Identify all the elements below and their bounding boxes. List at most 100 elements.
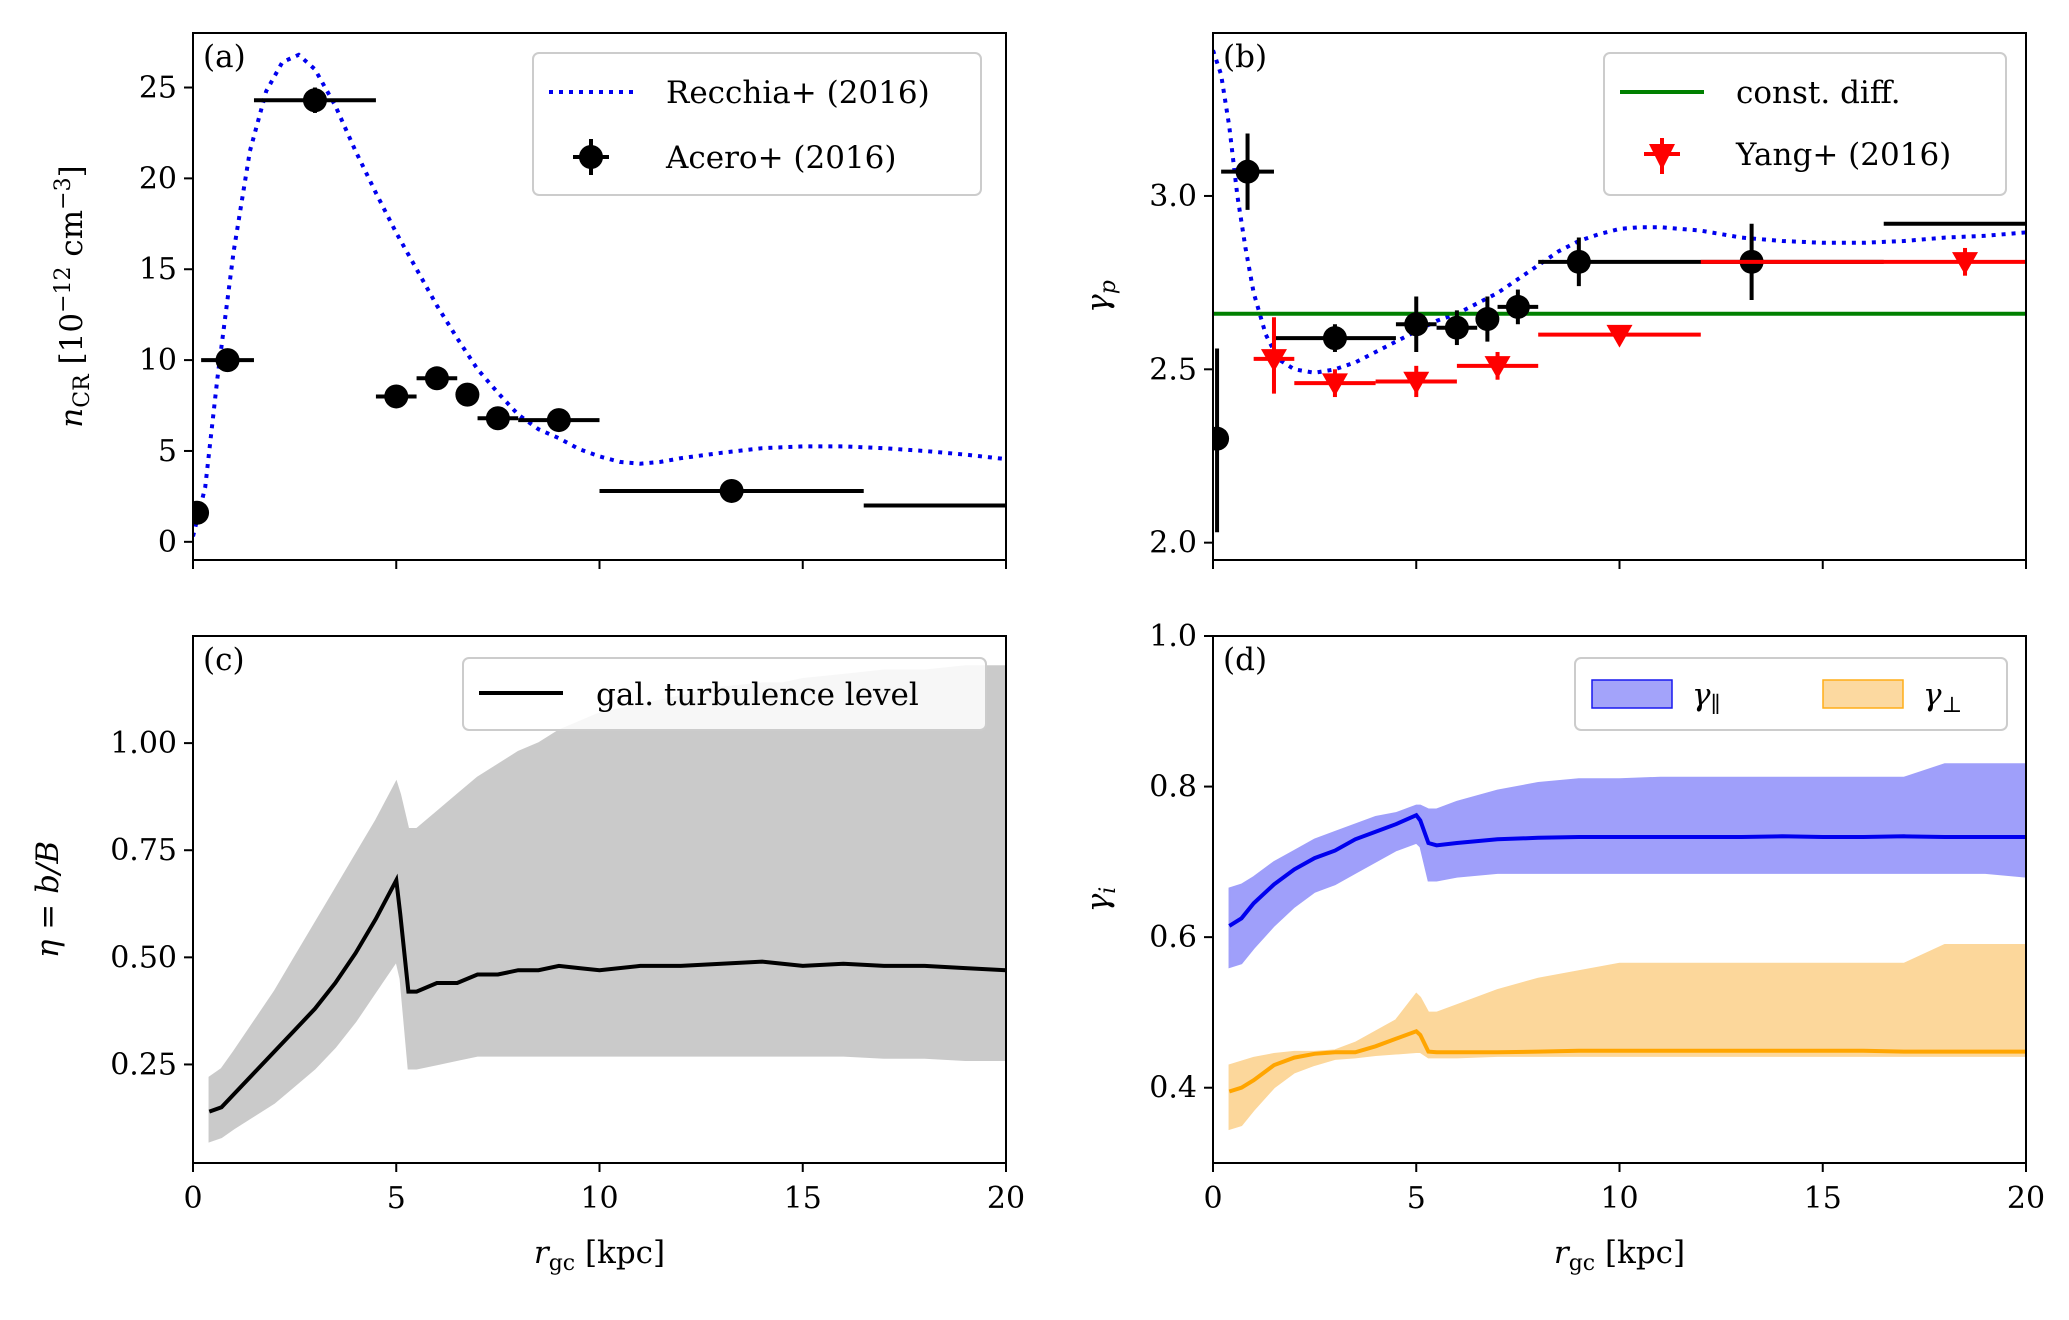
data-point — [193, 500, 210, 525]
series-1 — [1228, 943, 2026, 1131]
data-point — [1213, 348, 1230, 533]
marker — [719, 478, 744, 503]
y-label-unit: [10 — [54, 313, 90, 374]
marker — [193, 500, 210, 525]
series-0 — [1228, 763, 2026, 969]
data-point — [1497, 289, 1539, 325]
marker — [455, 382, 480, 407]
y-axis-label: nCR [10−12 cm−3] — [51, 165, 95, 427]
legend-label: Acero+ (2016) — [665, 140, 897, 176]
legend-marker — [1649, 144, 1675, 170]
data-point — [1475, 296, 1500, 342]
panel-tag: (a) — [203, 39, 246, 75]
plot-area — [193, 52, 1006, 537]
legend-marker — [579, 145, 603, 169]
marker — [1404, 312, 1429, 337]
data-point — [1221, 133, 1274, 210]
series-line — [1228, 1029, 2026, 1094]
x-tick-label: 15 — [784, 1181, 822, 1216]
y-tick-label: 5 — [158, 434, 177, 469]
legend: Recchia+ (2016) Acero+ (2016) — [532, 52, 982, 196]
marker — [1606, 324, 1633, 348]
x-label-sub: gc — [549, 1251, 575, 1276]
y-tick-label: 10 — [139, 343, 177, 378]
legend-label: γ⊥ — [1923, 677, 1962, 718]
series-1 — [193, 87, 1006, 525]
y-label-sub: p — [1096, 280, 1121, 294]
data-point — [253, 87, 376, 113]
legend-var: γ — [1692, 677, 1711, 713]
marker — [1566, 249, 1591, 274]
x-label-unit: [kpc] — [1595, 1235, 1685, 1271]
y-tick-label: 25 — [139, 71, 177, 106]
data-point — [1294, 369, 1376, 398]
y-tick-label: 1.0 — [1149, 619, 1197, 654]
marker — [424, 366, 449, 391]
y-label-unit: ] — [54, 165, 90, 177]
y-label-exp: −12 — [51, 266, 76, 312]
marker — [1403, 371, 1430, 395]
marker — [1475, 307, 1500, 332]
marker — [546, 408, 571, 433]
panel-tag: (b) — [1223, 39, 1267, 75]
y-label-sub: i — [1096, 887, 1121, 894]
y-tick-label: 3.0 — [1149, 179, 1197, 214]
legend-label: Recchia+ (2016) — [666, 75, 930, 111]
y-tick-label: 20 — [139, 161, 177, 196]
data-point — [477, 406, 519, 431]
y-tick-label: 0.4 — [1149, 1071, 1197, 1106]
y-tick-label: 2.5 — [1149, 352, 1197, 387]
legend-frame — [1603, 52, 2007, 196]
legend-frame — [462, 657, 987, 731]
data-point — [1700, 247, 2026, 276]
x-tick-label: 0 — [1203, 1181, 1222, 1216]
x-tick-label: 5 — [387, 1181, 406, 1216]
data-point — [1538, 237, 1620, 287]
y-axis-label: γi — [1080, 887, 1121, 913]
series-0 — [208, 665, 1006, 1143]
x-label-var: r — [1554, 1235, 1571, 1271]
legend-var: γ — [1923, 677, 1942, 713]
series-line — [208, 873, 1006, 1114]
panel-d: 0 5 10 15 200.40.60.81.0(d)rgc [kpc]γiγ∥ γ⊥ — [1080, 619, 2045, 1276]
data-point — [416, 366, 458, 391]
legend-label: gal. turbulence level — [596, 677, 919, 713]
data-point — [201, 348, 254, 373]
marker — [384, 384, 409, 409]
x-tick-label: 20 — [987, 1181, 1025, 1216]
legend: γ∥ γ⊥ — [1574, 657, 2008, 731]
marker — [1322, 326, 1347, 351]
legend-label: Yang+ (2016) — [1735, 137, 1951, 173]
data-point — [599, 478, 864, 503]
legend: const. diff. Yang+ (2016) — [1603, 52, 2007, 196]
y-axis-label: η = b/B — [30, 841, 66, 958]
x-tick-label: 5 — [1407, 1181, 1426, 1216]
y-tick-label: 0.8 — [1149, 770, 1197, 805]
x-label-unit: [kpc] — [575, 1235, 665, 1271]
y-tick-label: 2.0 — [1149, 526, 1197, 561]
panel-a: 0 5 10 15 20 25 (a) nCR [10−12 cm−3] Recchia+ (2… — [51, 32, 1007, 569]
x-axis-label: rgc [kpc] — [534, 1235, 665, 1276]
panel-tag: (c) — [203, 642, 245, 678]
x-tick-label: 15 — [1804, 1181, 1842, 1216]
series-3 — [1253, 247, 2026, 398]
marker — [1260, 349, 1287, 372]
y-label-var: γ — [1080, 294, 1116, 313]
legend: gal. turbulence level — [462, 657, 987, 731]
y-tick-label: 15 — [139, 252, 177, 287]
band — [1228, 943, 2026, 1131]
marker — [1484, 356, 1511, 379]
data-point — [518, 408, 600, 433]
marker — [302, 88, 327, 113]
x-tick-label: 0 — [183, 1181, 202, 1216]
data-point — [1538, 324, 1701, 348]
y-tick-label: 1.00 — [110, 726, 177, 761]
x-tick-label: 20 — [2007, 1181, 2045, 1216]
y-tick-label: 0.6 — [1149, 920, 1197, 955]
y-tick-label: 0.75 — [110, 833, 177, 868]
y-label-sub: CR — [70, 373, 95, 408]
y-tick-label: 0 — [158, 525, 177, 560]
band — [1228, 763, 2026, 969]
data-point — [1395, 296, 1437, 352]
